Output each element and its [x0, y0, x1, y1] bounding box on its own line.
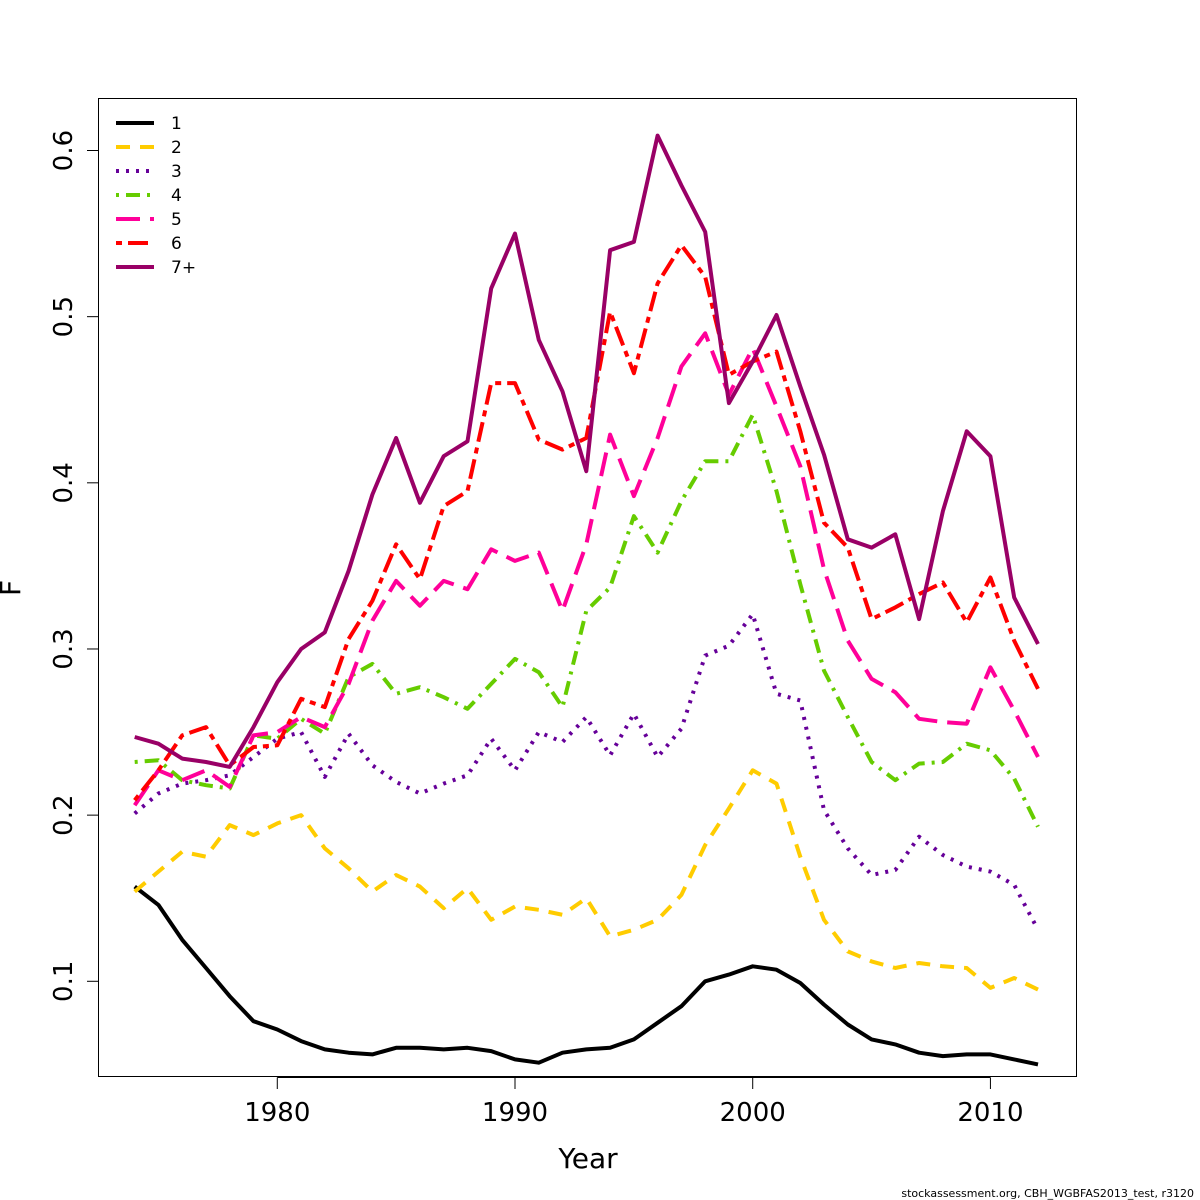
series-line-4 — [134, 412, 1040, 828]
legend-label: 5 — [171, 210, 182, 230]
series-layer — [133, 133, 1040, 1067]
legend-label: 3 — [171, 162, 182, 182]
x-tick-label: 1990 — [482, 1098, 548, 1128]
x-axis: 1980 1990 2000 2010 — [244, 1077, 1024, 1128]
y-axis: 0.1 0.2 0.3 0.4 0.5 0.6 — [49, 130, 99, 1002]
series-line-2 — [133, 768, 1039, 992]
legend-label: 1 — [171, 114, 182, 134]
series-line-5 — [133, 331, 1040, 807]
legend-label: 7+ — [171, 258, 196, 278]
legend-label: 2 — [171, 138, 182, 158]
footer-caption: stockassessment.org, CBH_WGBFAS2013_test… — [901, 1187, 1194, 1200]
legend-label: 4 — [171, 186, 182, 206]
y-tick-label: 0.3 — [49, 628, 79, 669]
series-line-3 — [133, 612, 1040, 931]
y-tick-label: 0.6 — [49, 130, 79, 171]
y-tick-label: 0.4 — [49, 462, 79, 503]
series-line-1 — [133, 885, 1039, 1067]
legend: 1 2 3 4 5 6 7+ — [116, 114, 196, 278]
x-tick-label: 2010 — [957, 1098, 1023, 1128]
legend-label: 6 — [171, 234, 182, 254]
y-axis-title: F — [0, 580, 27, 596]
series-line-7plus — [134, 133, 1040, 769]
y-tick-label: 0.2 — [49, 794, 79, 835]
series-line-6 — [133, 243, 1040, 802]
y-tick-label: 0.1 — [49, 961, 79, 1002]
x-tick-label: 2000 — [720, 1098, 786, 1128]
x-tick-label: 1980 — [244, 1098, 310, 1128]
y-tick-label: 0.5 — [49, 296, 79, 337]
x-axis-title: Year — [557, 1142, 618, 1175]
